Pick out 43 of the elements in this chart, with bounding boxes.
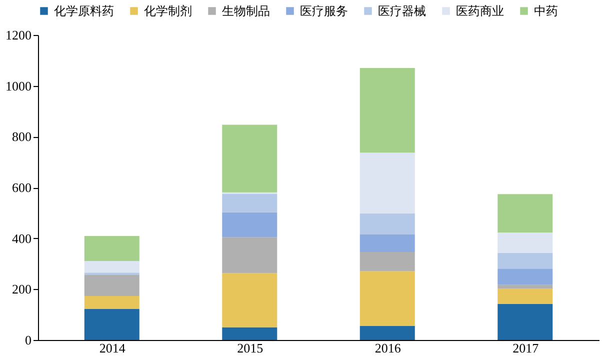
bar — [498, 304, 553, 340]
x-tick-label: 2014 — [99, 340, 126, 356]
bar — [498, 194, 553, 232]
bar — [222, 237, 278, 274]
y-tick-label: 400 — [12, 230, 32, 246]
bar — [84, 274, 140, 296]
bar — [222, 124, 278, 192]
bar — [84, 296, 140, 309]
bar — [360, 68, 415, 153]
bar — [84, 308, 140, 340]
bar — [360, 152, 415, 214]
legend-label: 医疗服务 — [300, 4, 348, 18]
x-tick-label: 2015 — [237, 340, 264, 356]
bar — [360, 234, 415, 252]
bar — [360, 326, 415, 340]
legend-label: 中药 — [534, 4, 558, 18]
bar — [498, 284, 553, 289]
legend-label: 生物制品 — [222, 4, 270, 18]
bar — [360, 213, 415, 235]
bar — [498, 268, 553, 285]
y-tick-label: 1200 — [6, 28, 32, 42]
legend-label: 医药商业 — [456, 4, 504, 18]
bar — [498, 252, 553, 269]
bar — [84, 236, 140, 261]
legend-label: 医疗器械 — [378, 4, 426, 18]
bar — [222, 273, 278, 328]
bar — [498, 288, 553, 304]
bar — [222, 194, 278, 212]
y-tick-label: 1000 — [6, 78, 32, 94]
y-tick-label: 600 — [12, 180, 32, 195]
bar — [222, 327, 278, 340]
y-tick-label: 200 — [12, 282, 32, 297]
bar — [360, 271, 415, 326]
legend-label: 化学原料药 — [54, 4, 114, 18]
x-tick-label: 2017 — [512, 340, 540, 356]
bar — [222, 212, 278, 238]
bar — [360, 252, 415, 272]
bar — [498, 232, 553, 253]
legend-label: 化学制剂 — [144, 4, 192, 18]
x-tick-label: 2016 — [374, 340, 402, 356]
y-tick-label: 0 — [25, 332, 32, 348]
y-tick-label: 800 — [12, 129, 32, 144]
bar — [84, 260, 140, 273]
